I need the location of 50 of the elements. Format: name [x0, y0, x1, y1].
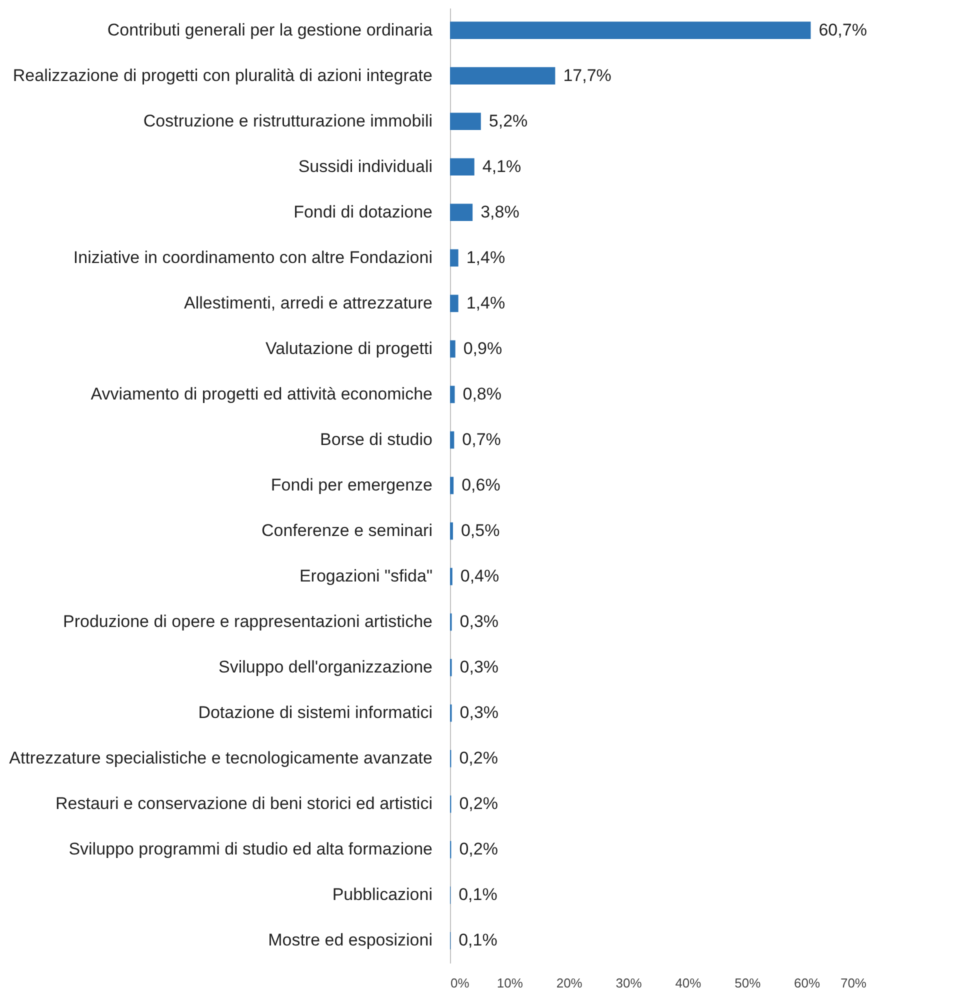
data-label: 1,4% — [466, 248, 506, 267]
y-tick-label: Realizzazione di progetti con pluralità di azioni integrate — [12, 66, 432, 85]
x-tick-label: 10% — [496, 976, 524, 990]
data-label: 0,3% — [460, 703, 499, 722]
y-tick-label: Erogazioni "sfida" — [299, 566, 432, 586]
y-tick-label: Produzione di opere e rappresentazioni artistiche — [62, 612, 432, 632]
data-label: 0,7% — [462, 430, 501, 449]
data-label: 0,9% — [463, 338, 502, 358]
y-tick-label: Fondi di dotazione — [294, 202, 432, 222]
y-tick-label: Attrezzature specialistiche e tecnologicamente avanzate — [9, 748, 432, 768]
y-tick-label: Borse di studio — [320, 430, 432, 449]
y-tick-label: Allestimenti, arredi e attrezzature — [184, 293, 432, 312]
x-tick-label: 70% — [840, 976, 867, 990]
x-tick-label: 40% — [675, 976, 702, 990]
y-tick-label: Restauri e conservazione di beni storici ed artistici — [55, 794, 432, 814]
x-tick-label: 0% — [450, 976, 470, 990]
data-label: 0,2% — [459, 794, 498, 814]
x-tick-label: 50% — [734, 976, 762, 990]
data-label: 0,8% — [462, 384, 502, 404]
y-tick-label: Contributi generali per la gestione ordinaria — [107, 20, 434, 40]
y-tick-label: Sviluppo dell'organizzazione — [218, 658, 432, 677]
y-tick-label: Valutazione di progetti — [266, 338, 432, 358]
data-label: 60,7% — [818, 20, 867, 40]
data-label: 4,1% — [482, 156, 522, 176]
x-tick-label: 20% — [556, 976, 583, 990]
y-tick-label: Fondi per emergenze — [270, 476, 432, 494]
data-label: 0,3% — [460, 658, 499, 677]
data-label: 0,6% — [462, 476, 500, 494]
data-label: 0,5% — [460, 521, 500, 540]
y-tick-label: Sussidi individuali — [298, 156, 432, 176]
data-label: 5,2% — [488, 111, 528, 130]
y-tick-label: Sviluppo programmi di studio ed alta formazione — [68, 840, 432, 859]
x-tick-label: 30% — [616, 976, 642, 990]
data-label: 3,8% — [480, 202, 520, 222]
data-label: 0,4% — [460, 566, 500, 586]
data-label: 0,1% — [458, 885, 498, 904]
y-tick-label: Iniziative in coordinamento con altre Fondazioni — [73, 248, 432, 267]
data-label: 0,2% — [459, 748, 498, 768]
y-tick-label: Conferenze e seminari — [261, 521, 432, 540]
y-tick-label: Pubblicazioni — [332, 885, 432, 904]
data-label: 0,1% — [458, 930, 498, 950]
data-label: 0,3% — [460, 612, 499, 632]
data-label: 1,4% — [466, 293, 506, 312]
data-label: 0,2% — [459, 840, 498, 859]
data-label: 17,7% — [563, 66, 612, 85]
y-tick-label: Dotazione di sistemi informatici — [198, 703, 432, 722]
y-tick-label: Mostre ed esposizioni — [268, 930, 432, 950]
y-tick-label: Avviamento di progetti ed attività economiche — [90, 384, 432, 404]
y-tick-label: Costruzione e ristrutturazione immobili — [143, 111, 432, 130]
x-tick-label: 60% — [794, 976, 821, 990]
